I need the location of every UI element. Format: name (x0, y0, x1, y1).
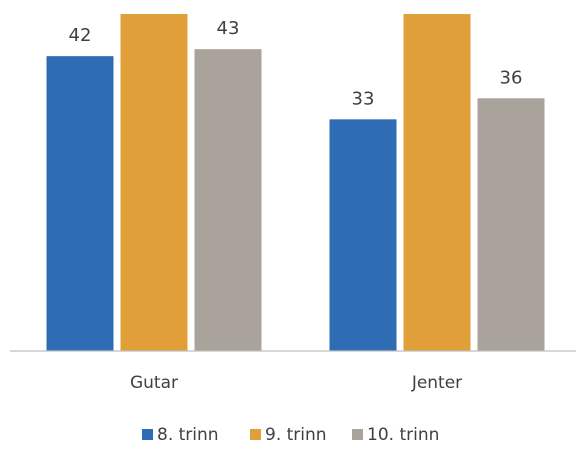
bar-gutar-8-trinn (46, 56, 114, 351)
legend-swatch-8-trinn (142, 429, 153, 440)
legend-swatch-9-trinn (250, 429, 261, 440)
value-label-gutar-8-trinn: 42 (69, 25, 92, 46)
bar-gutar-9-trinn (120, 14, 188, 351)
value-labels-group: 42 48 43 33 48 36 (69, 0, 523, 109)
value-label-gutar-10-trinn: 43 (217, 18, 240, 39)
legend-label-8-trinn: 8. trinn (157, 425, 219, 445)
category-labels-group: Gutar Jenter (130, 373, 462, 393)
value-label-jenter-8-trinn: 33 (352, 88, 375, 109)
category-label-gutar: Gutar (130, 373, 178, 393)
bars-group (46, 14, 545, 351)
category-label-jenter: Jenter (411, 373, 462, 393)
value-label-gutar-9-trinn: 48 (143, 0, 166, 4)
legend: 8. trinn 9. trinn 10. trinn (142, 425, 439, 445)
bar-gutar-10-trinn (194, 49, 262, 351)
legend-swatch-10-trinn (352, 429, 363, 440)
bar-jenter-8-trinn (329, 119, 397, 351)
legend-label-9-trinn: 9. trinn (265, 425, 327, 445)
value-label-jenter-9-trinn: 48 (426, 0, 449, 4)
value-label-jenter-10-trinn: 36 (500, 67, 523, 88)
bar-jenter-10-trinn (477, 98, 545, 351)
bar-jenter-9-trinn (403, 14, 471, 351)
legend-label-10-trinn: 10. trinn (367, 425, 439, 445)
